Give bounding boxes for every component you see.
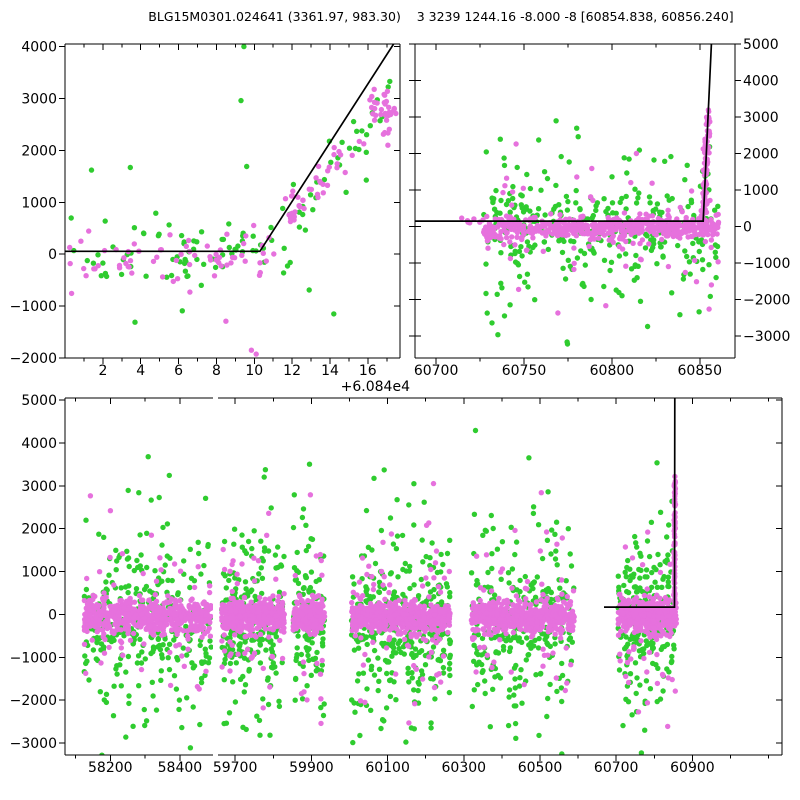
y-tick-label: 5000 bbox=[21, 393, 57, 409]
axes-bottom_left bbox=[59, 397, 213, 761]
y-tick-label: 4000 bbox=[21, 436, 57, 452]
y-tick-label: −1000 bbox=[743, 256, 790, 272]
scatter-points-bottom_left bbox=[81, 454, 213, 755]
y-tick-label: −2000 bbox=[10, 693, 57, 709]
x-tick-label: 60500 bbox=[518, 760, 563, 776]
axes-bottom_right bbox=[218, 397, 783, 761]
y-tick-label: −3000 bbox=[743, 329, 790, 345]
axes-top_right bbox=[409, 43, 741, 364]
x-tick-label: 16 bbox=[359, 363, 377, 379]
x-tick-label: 60700 bbox=[414, 363, 459, 379]
y-tick-label: 0 bbox=[743, 220, 752, 236]
y-tick-label: 3000 bbox=[743, 110, 779, 126]
x-tick-label: 59900 bbox=[289, 760, 334, 776]
y-tick-label: 5000 bbox=[743, 37, 779, 53]
y-tick-label: 2000 bbox=[21, 522, 57, 538]
y-tick-label: −1000 bbox=[10, 299, 57, 315]
y-tick-label: 1000 bbox=[21, 195, 57, 211]
x-tick-label: 58400 bbox=[158, 760, 203, 776]
panel-bottom_left: 58200 58400 −3000 −2000 −1000 0 1000 2000 3000 40… bbox=[10, 393, 213, 776]
y-tick-label: −1000 bbox=[10, 650, 57, 666]
y-tick-label: 3000 bbox=[21, 479, 57, 495]
x-tick-label: 60800 bbox=[590, 363, 635, 379]
x-tick-label: 4 bbox=[136, 363, 145, 379]
y-tick-label: 2000 bbox=[21, 143, 57, 159]
scatter-points-top_left bbox=[67, 44, 399, 357]
x-tick-label: 14 bbox=[321, 363, 339, 379]
y-tick-label: 1000 bbox=[21, 565, 57, 581]
y-tick-label: 0 bbox=[48, 247, 57, 263]
fit-line-top_right bbox=[415, 44, 713, 222]
x-tick-label: 10 bbox=[245, 363, 263, 379]
x-tick-label: 60900 bbox=[670, 760, 715, 776]
y-tick-label: 0 bbox=[48, 607, 57, 623]
y-tick-label: −2000 bbox=[10, 351, 57, 367]
x-axis-offset-label: +6.084e4 bbox=[341, 379, 410, 395]
y-tick-label: 1000 bbox=[743, 183, 779, 199]
scatter-points-top_right bbox=[459, 107, 722, 347]
x-tick-label: 59700 bbox=[213, 760, 258, 776]
y-tick-label: 4000 bbox=[743, 74, 779, 90]
y-tick-label: −3000 bbox=[10, 736, 57, 752]
scatter-points-bottom_right bbox=[219, 427, 679, 755]
x-tick-label: 60850 bbox=[678, 363, 723, 379]
x-tick-label: 60700 bbox=[594, 760, 639, 776]
panel-top_right: 60700 60750 60800 60850 −3000 −2000 −1000 0 1000… bbox=[409, 37, 790, 379]
x-tick-label: 58200 bbox=[88, 760, 133, 776]
y-tick-label: 3000 bbox=[21, 92, 57, 108]
x-tick-label: 6 bbox=[174, 363, 183, 379]
x-tick-label: 60300 bbox=[442, 760, 487, 776]
panel-top_left: 2 4 6 8 10 12 14 16 −2000 −1000 0 1000 2000 3000 4000 +… bbox=[10, 40, 410, 395]
panel-bottom_right: 59700 59900 60100 60300 60500 60700 60900 bbox=[213, 397, 783, 776]
x-tick-label: 2 bbox=[98, 363, 107, 379]
y-tick-label: 4000 bbox=[21, 40, 57, 56]
y-tick-label: −2000 bbox=[743, 293, 790, 309]
x-tick-label: 8 bbox=[212, 363, 221, 379]
figure-title: BLG15M0301.024641 (3361.97, 983.30) 3 32… bbox=[148, 9, 734, 24]
x-tick-label: 60750 bbox=[502, 363, 547, 379]
x-tick-label: 60100 bbox=[365, 760, 410, 776]
fit-line-top_left bbox=[65, 44, 395, 253]
y-tick-label: 2000 bbox=[743, 147, 779, 163]
x-tick-label: 12 bbox=[283, 363, 301, 379]
axes-top_left bbox=[59, 43, 401, 364]
fit-line-bottom_right bbox=[604, 398, 676, 608]
